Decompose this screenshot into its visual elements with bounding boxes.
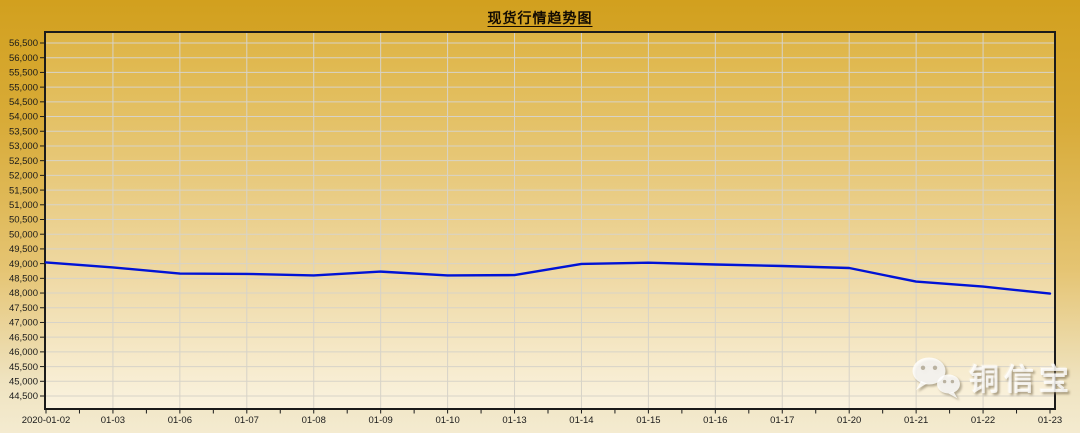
plot-border (44, 31, 1056, 410)
x-tick-label: 01-23 (1038, 415, 1062, 426)
y-tick-label: 50,000 (9, 229, 38, 240)
y-tick-label: 49,500 (9, 244, 38, 255)
y-tick-label: 51,500 (9, 185, 38, 196)
y-tick-label: 46,500 (9, 332, 38, 343)
x-tick-label: 01-21 (904, 415, 928, 426)
page-title: 现货行情趋势图 (487, 10, 593, 26)
x-tick-label: 01-16 (703, 415, 727, 426)
y-tick-label: 56,000 (9, 53, 38, 64)
y-tick-label: 45,500 (9, 362, 38, 373)
y-tick-label: 46,000 (9, 347, 38, 358)
y-tick-label: 53,500 (9, 126, 38, 137)
y-tick-label: 49,000 (9, 259, 38, 270)
y-tick-label: 54,500 (9, 97, 38, 108)
x-tick-label: 01-06 (168, 415, 192, 426)
y-tick-label: 44,500 (9, 391, 38, 402)
x-axis-ticks (45, 409, 1051, 414)
vertical-gridlines (112, 33, 984, 408)
x-tick-label: 01-10 (435, 415, 459, 426)
y-tick-label: 53,000 (9, 141, 38, 152)
x-tick-label: 01-07 (235, 415, 259, 426)
y-tick-label: 47,500 (9, 303, 38, 314)
x-tick-label: 01-17 (770, 415, 794, 426)
y-tick-label: 48,500 (9, 274, 38, 285)
x-tick-label: 01-13 (502, 415, 526, 426)
price-line (44, 261, 1052, 295)
y-tick-label: 47,000 (9, 318, 38, 329)
y-tick-label: 50,500 (9, 215, 38, 226)
x-tick-label: 01-09 (369, 415, 393, 426)
y-tick-label: 55,500 (9, 68, 38, 79)
y-tick-label: 55,000 (9, 82, 38, 93)
plot-background (45, 32, 1055, 409)
y-tick-label: 56,500 (9, 38, 38, 49)
x-tick-label: 2020-01-02 (22, 415, 71, 426)
x-tick-label: 01-20 (837, 415, 861, 426)
x-tick-label: 01-22 (971, 415, 995, 426)
horizontal-gridlines (46, 42, 1054, 397)
x-tick-label: 01-14 (569, 415, 593, 426)
y-axis-labels: 56,500 56,000 55,500 55,000 54,500 54,000 53,5… (9, 38, 38, 402)
x-axis-labels: 2020-01-02 01-03 01-06 01-07 01-08 01-09 01-10… (22, 415, 1062, 426)
y-tick-label: 54,000 (9, 112, 38, 123)
x-tick-label: 01-15 (636, 415, 660, 426)
y-tick-label: 48,000 (9, 288, 38, 299)
y-tick-label: 52,500 (9, 156, 38, 167)
y-tick-label: 45,000 (9, 376, 38, 387)
x-tick-label: 01-08 (302, 415, 326, 426)
y-tick-label: 52,000 (9, 171, 38, 182)
y-axis-ticks (40, 42, 45, 397)
x-tick-label: 01-03 (101, 415, 125, 426)
y-tick-label: 51,000 (9, 200, 38, 211)
